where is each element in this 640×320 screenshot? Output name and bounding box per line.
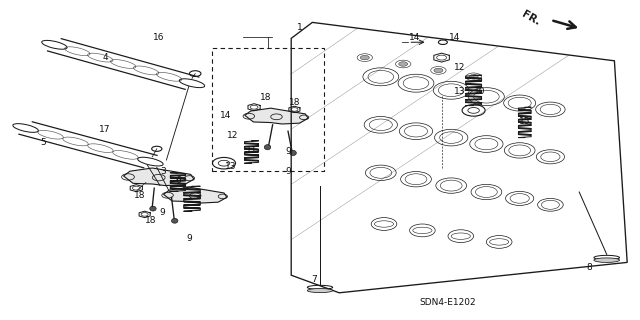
Text: 18: 18 — [289, 98, 300, 107]
Text: 4: 4 — [103, 53, 108, 62]
Text: 17: 17 — [99, 125, 110, 134]
Circle shape — [399, 62, 408, 66]
Circle shape — [360, 55, 369, 60]
Ellipse shape — [264, 145, 271, 150]
Text: 9: 9 — [285, 167, 291, 176]
Text: 6: 6 — [175, 176, 180, 185]
Text: 10: 10 — [474, 87, 486, 96]
Text: 3: 3 — [161, 167, 166, 176]
Text: 16: 16 — [153, 33, 164, 42]
Text: 15: 15 — [519, 117, 531, 126]
Text: 14: 14 — [409, 33, 420, 42]
Text: 8: 8 — [586, 263, 591, 272]
Text: 18: 18 — [145, 216, 156, 225]
Ellipse shape — [594, 258, 620, 262]
Text: 18: 18 — [134, 191, 145, 200]
Text: 12: 12 — [454, 63, 465, 72]
Text: 18: 18 — [260, 93, 271, 102]
Text: 5: 5 — [41, 138, 46, 147]
Text: 13: 13 — [454, 87, 465, 96]
Text: 14: 14 — [449, 33, 460, 42]
Circle shape — [469, 75, 478, 79]
Ellipse shape — [307, 289, 333, 292]
Circle shape — [434, 68, 443, 73]
Ellipse shape — [172, 218, 178, 223]
Text: 2: 2 — [196, 192, 201, 201]
Polygon shape — [164, 187, 227, 203]
Ellipse shape — [150, 206, 156, 211]
Text: 9: 9 — [285, 148, 291, 156]
Ellipse shape — [290, 150, 296, 156]
Text: SDN4-E1202: SDN4-E1202 — [420, 298, 476, 307]
Text: FR.: FR. — [520, 9, 541, 28]
Text: 9: 9 — [159, 208, 164, 217]
Text: 9: 9 — [186, 234, 191, 243]
Polygon shape — [124, 168, 194, 186]
Text: 7: 7 — [311, 276, 316, 284]
Text: 11: 11 — [246, 146, 257, 155]
Text: 12: 12 — [227, 132, 238, 140]
Polygon shape — [245, 108, 308, 124]
Text: 14: 14 — [220, 111, 231, 120]
Text: 13: 13 — [225, 162, 236, 171]
Text: 1: 1 — [297, 23, 302, 32]
Bar — [212, 48, 324, 171]
